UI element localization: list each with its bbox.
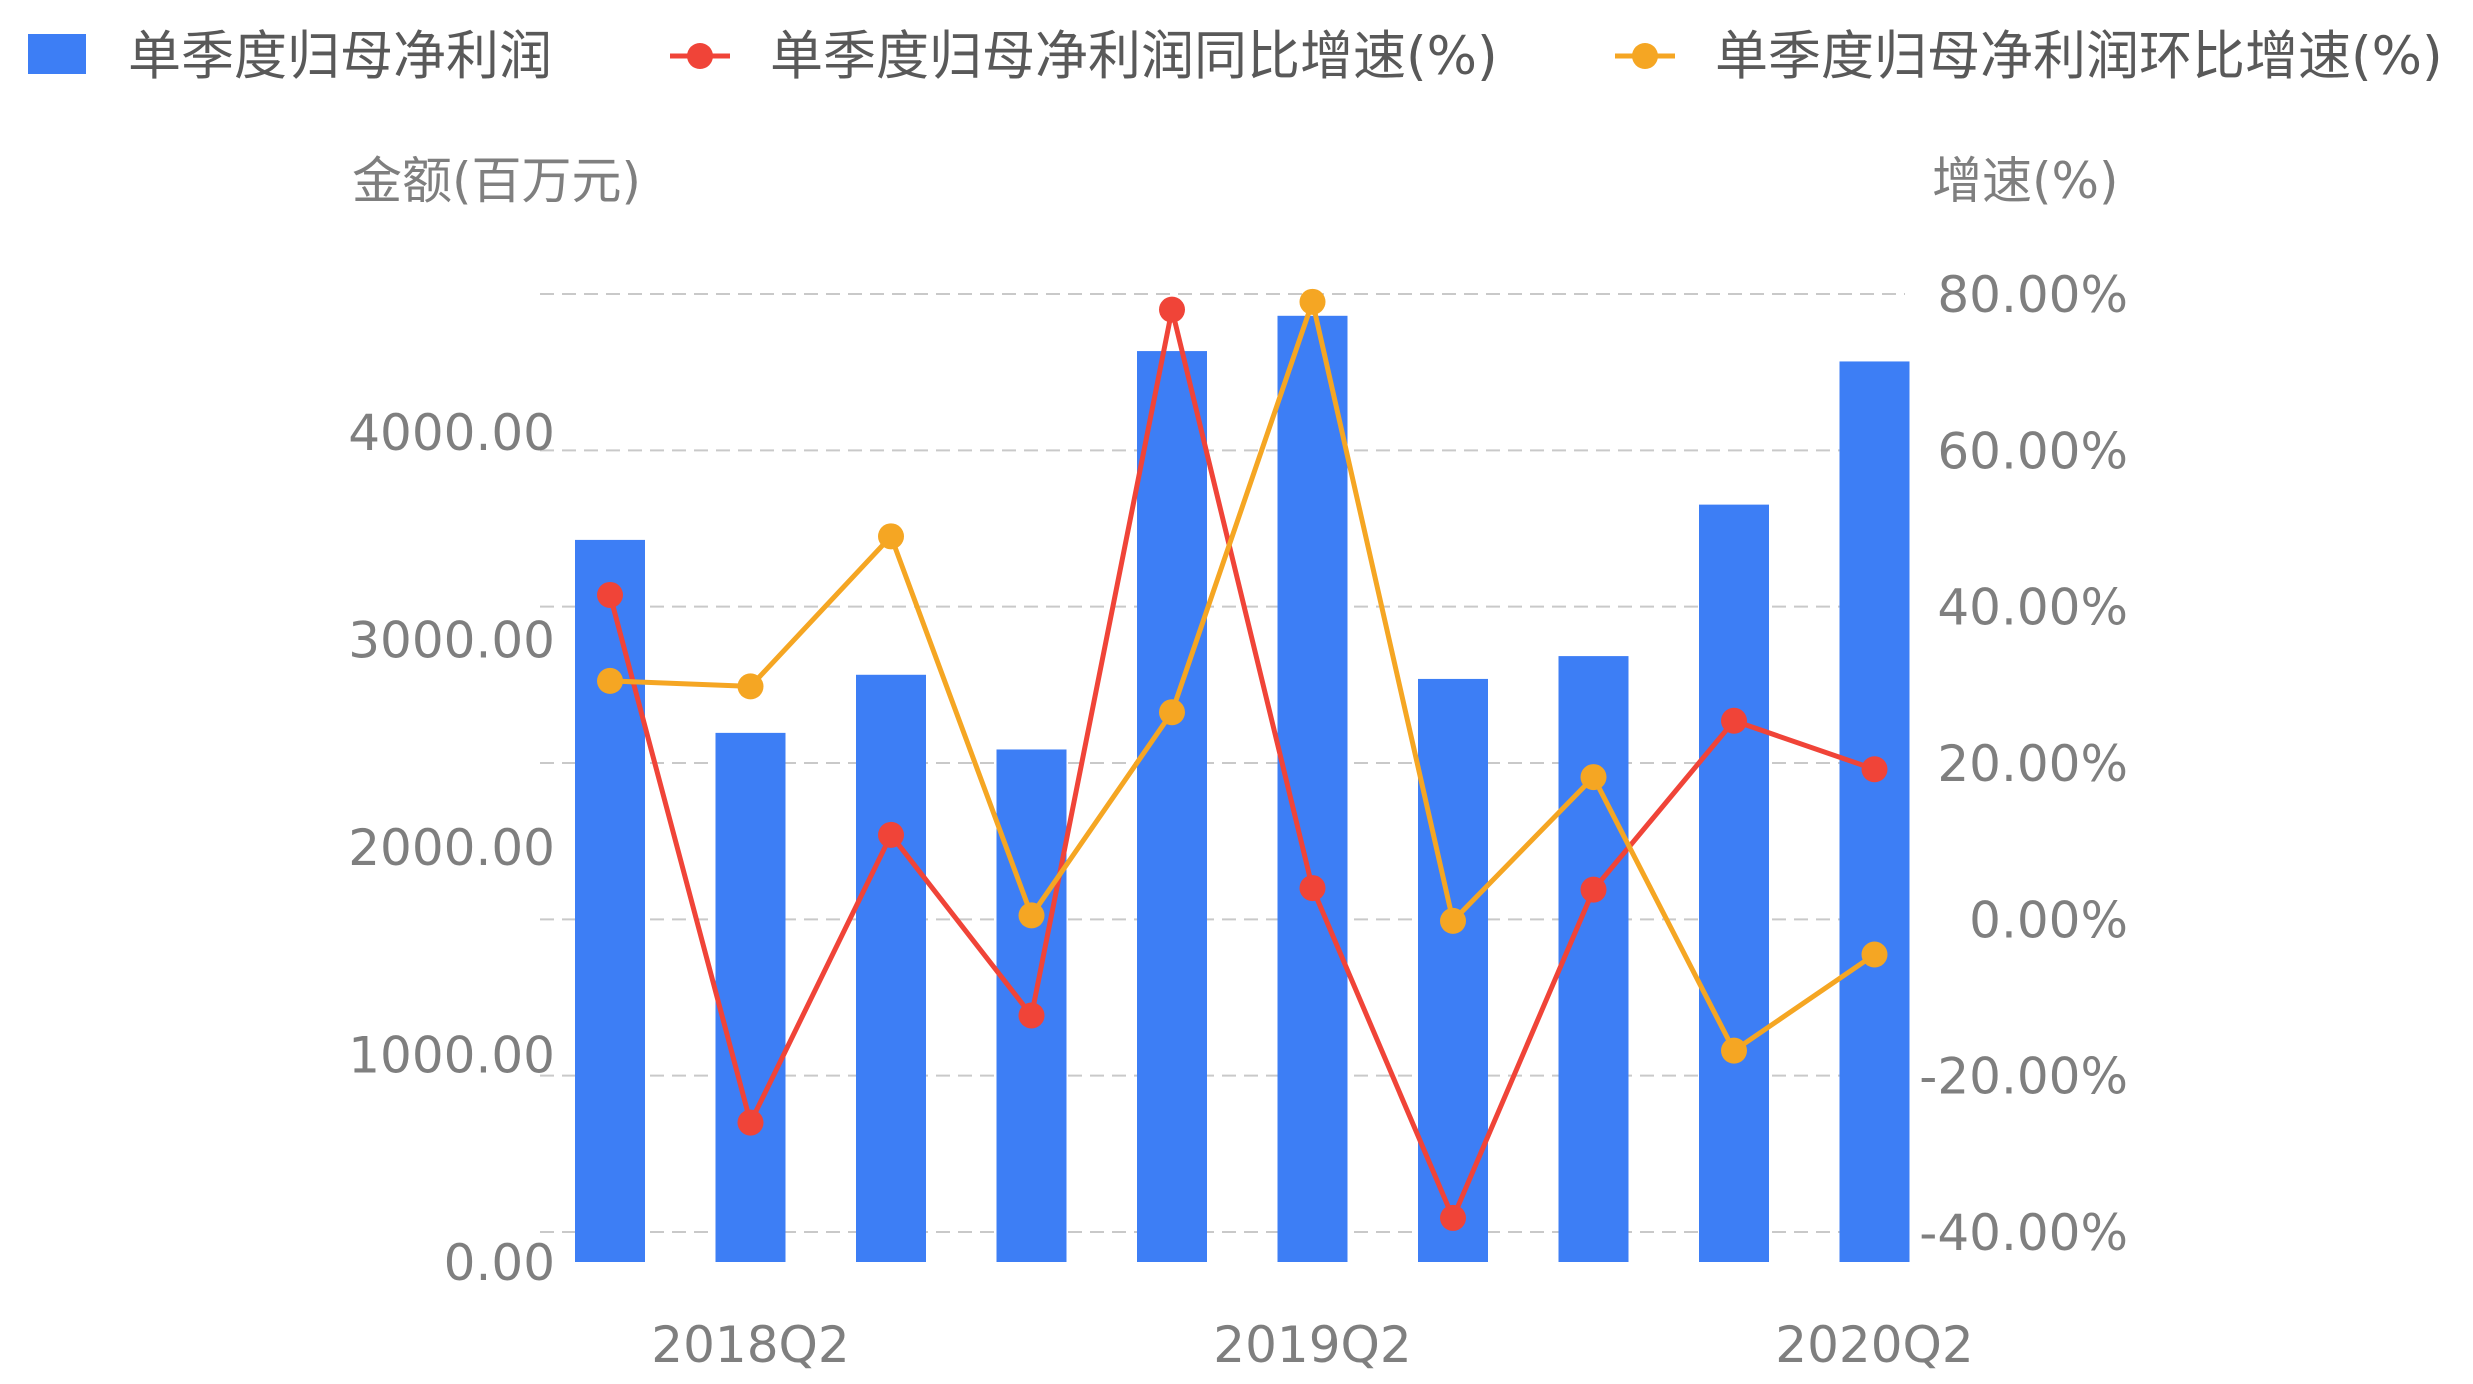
data-point-2020Q2: [1861, 941, 1888, 968]
y-left-tick-label: 3000.00: [348, 612, 555, 670]
line-series-2: [597, 288, 1888, 1064]
legend: 单季度归母净利润 单季度归母净利润同比增速(%) 单季度归母净利润环比增速(%): [28, 26, 2443, 87]
legend-label: 单季度归母净利润: [128, 26, 552, 87]
y-axis-left-ticks: 0.00 1000.00 2000.00 3000.00 4000.00: [348, 404, 555, 1292]
bar-2019Q3: [1418, 678, 1488, 1262]
series-line: [609, 299, 1876, 1054]
data-point-2019Q3: [1440, 907, 1466, 934]
x-axis-ticks: 2018Q2 2019Q2 2020Q2: [651, 1316, 1973, 1374]
data-point-2018Q4: [1018, 1002, 1045, 1029]
legend-swatch: [28, 34, 86, 74]
data-point-2018Q4: [1018, 902, 1045, 929]
legend-marker: [687, 43, 713, 69]
x-tick-label: 2018Q2: [651, 1316, 849, 1374]
line-series: [597, 288, 1888, 1231]
data-point-2019Q1: [1159, 296, 1185, 323]
y-right-tick-label: -40.00%: [1919, 1204, 2128, 1262]
data-point-2019Q2: [1299, 288, 1326, 315]
data-point-2019Q4: [1580, 764, 1607, 791]
x-tick-label: 2019Q2: [1213, 1316, 1411, 1374]
legend-label: 单季度归母净利润环比增速(%): [1715, 26, 2443, 87]
y-left-tick-label: 2000.00: [348, 819, 555, 877]
legend-marker: [1632, 43, 1658, 69]
data-point-2018Q2: [737, 1109, 764, 1136]
data-point-2018Q3: [878, 821, 904, 848]
line-series-1: [597, 296, 1888, 1231]
data-point-2019Q1: [1159, 699, 1185, 726]
data-point-2019Q4: [1580, 876, 1607, 903]
y-axis-right-ticks: -40.00% -20.00% 0.00% 20.00% 40.00% 60.00% 80.…: [1919, 266, 2128, 1262]
y-right-tick-label: 0.00%: [1969, 891, 2128, 949]
legend-item-2[interactable]: 单季度归母净利润同比增速(%): [670, 26, 1498, 87]
data-point-2018Q3: [878, 523, 904, 550]
bar-2020Q2: [1839, 361, 1910, 1262]
y-left-tick-label: 4000.00: [348, 404, 555, 462]
y-axis-left-title: 金额(百万元): [352, 152, 641, 210]
y-left-tick-label: 0.00: [444, 1234, 555, 1292]
y-right-tick-label: 20.00%: [1937, 735, 2128, 793]
y-left-tick-label: 1000.00: [348, 1027, 555, 1085]
bar-2018Q3: [856, 674, 926, 1262]
legend-label: 单季度归母净利润同比增速(%): [770, 26, 1498, 87]
bar-series: [575, 315, 1910, 1262]
y-axis-right-title: 增速(%): [1932, 152, 2119, 210]
y-right-tick-label: -20.00%: [1919, 1048, 2128, 1106]
data-point-2019Q2: [1299, 875, 1326, 902]
data-point-2018Q1: [597, 581, 623, 608]
data-point-2020Q1: [1721, 1037, 1747, 1064]
y-right-tick-label: 80.00%: [1937, 266, 2128, 324]
data-point-2018Q1: [597, 667, 623, 694]
legend-item-3[interactable]: 单季度归母净利润环比增速(%): [1615, 26, 2443, 87]
x-tick-label: 2020Q2: [1775, 1316, 1973, 1374]
bar-2020Q1: [1699, 504, 1769, 1262]
series-line: [607, 307, 1876, 1221]
bar-2018Q2: [715, 732, 786, 1262]
data-point-2020Q1: [1721, 707, 1747, 734]
bar-2018Q1: [575, 539, 645, 1262]
data-point-2018Q2: [737, 673, 764, 700]
y-right-tick-label: 60.00%: [1937, 422, 2128, 480]
legend-item-1[interactable]: 单季度归母净利润: [28, 26, 552, 87]
data-point-2020Q2: [1861, 756, 1888, 783]
bar-2019Q4: [1558, 656, 1629, 1262]
y-right-tick-label: 40.00%: [1937, 579, 2128, 637]
data-point-2019Q3: [1440, 1204, 1466, 1231]
bar-2019Q1: [1137, 351, 1207, 1262]
